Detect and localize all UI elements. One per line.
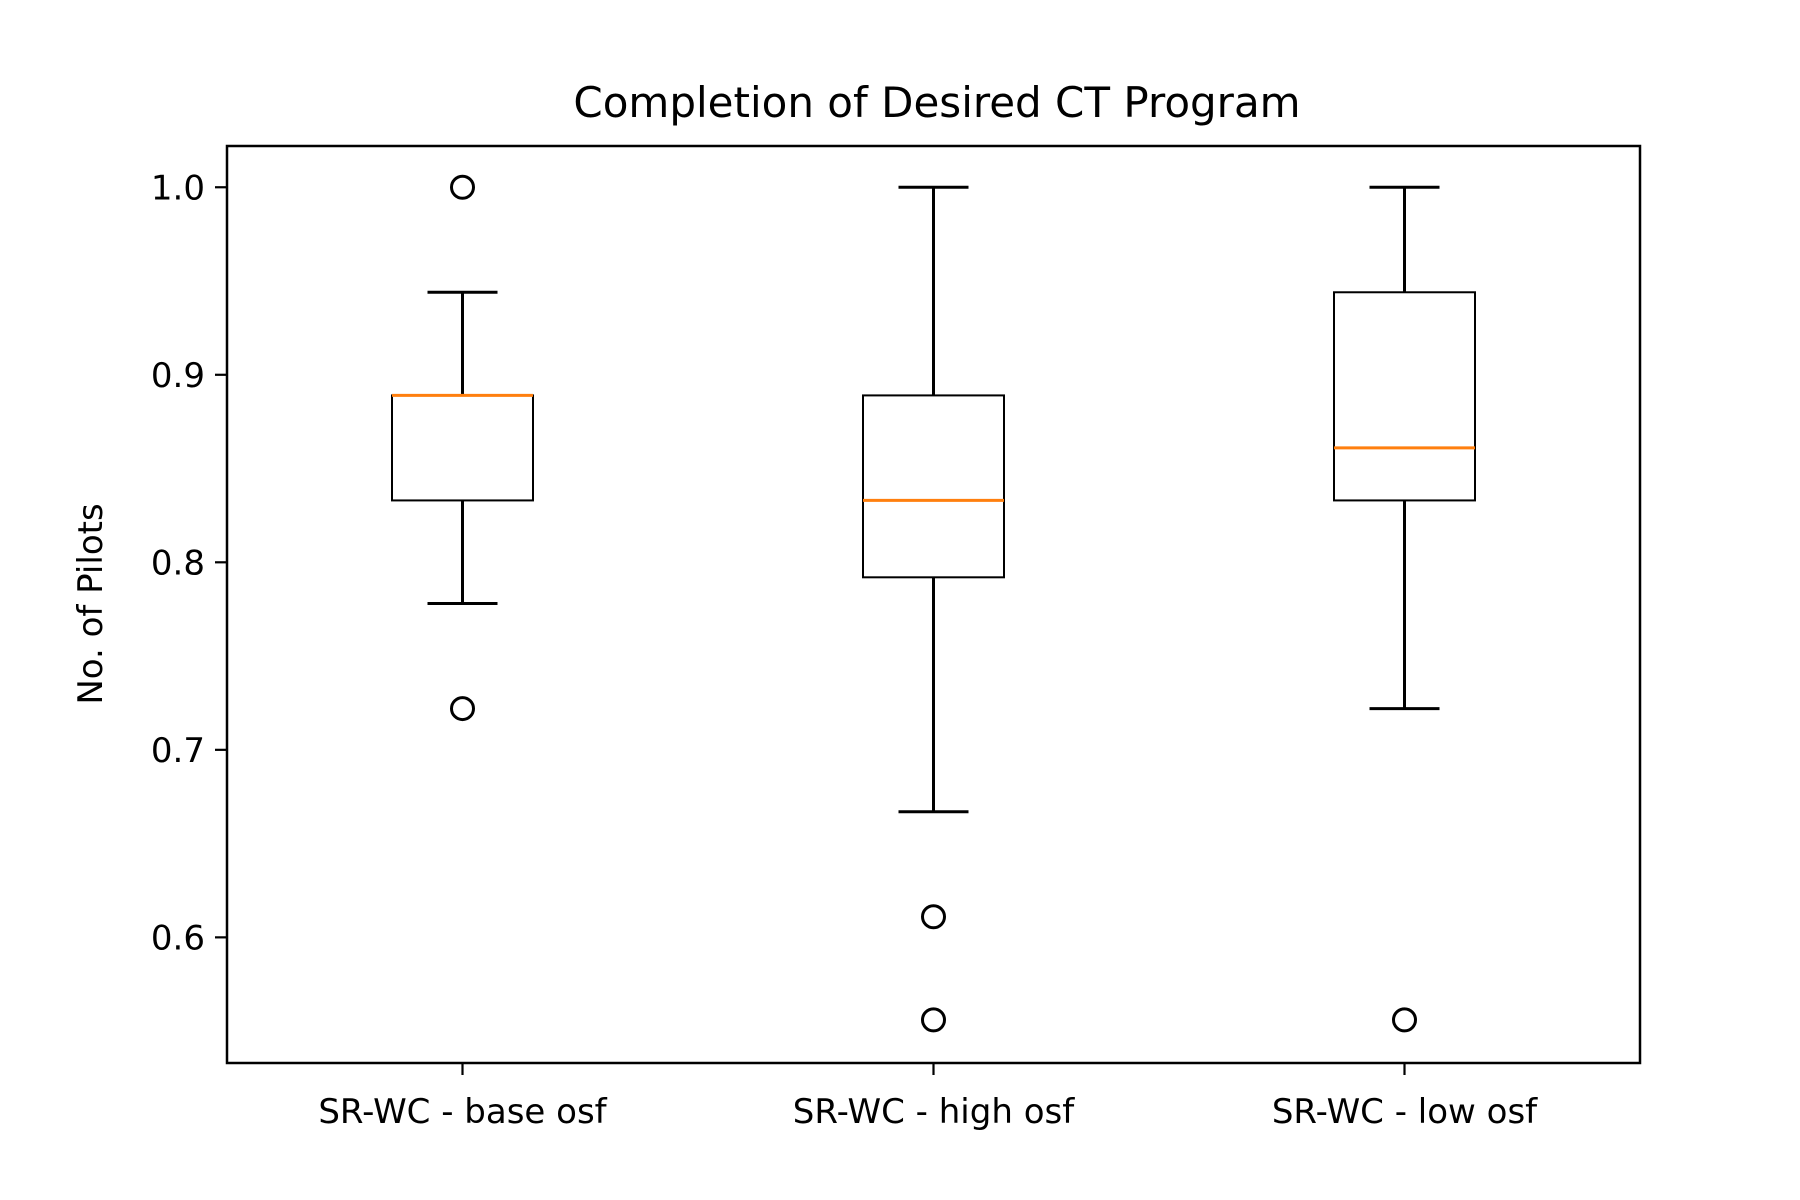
outlier-point (450, 696, 475, 722)
y-tick-label: 0.6 (151, 918, 205, 958)
plot-area: 0.6 0.7 0.8 0.9 1.0 SR-WC - base osf SR-WC - h… (151, 144, 1642, 1132)
outlier-point (1392, 1007, 1417, 1033)
y-tick-label: 0.9 (151, 356, 205, 396)
outlier-point (921, 1007, 946, 1033)
chart-title: Completion of Desired CT Program (573, 78, 1300, 127)
x-tick-label: SR-WC - high osf (793, 1092, 1075, 1132)
box (391, 394, 534, 502)
y-tick-label: 0.7 (151, 731, 205, 771)
outlier-point (450, 174, 475, 200)
box (862, 394, 1005, 579)
x-tick-label: SR-WC - low osf (1272, 1092, 1538, 1132)
x-tick-label: SR-WC - base osf (318, 1092, 607, 1132)
box (1333, 291, 1476, 502)
outlier-point (921, 904, 946, 930)
y-axis-label: No. of Pilots (71, 503, 111, 704)
y-tick-label: 0.8 (151, 543, 205, 583)
y-tick-label: 1.0 (151, 168, 205, 208)
